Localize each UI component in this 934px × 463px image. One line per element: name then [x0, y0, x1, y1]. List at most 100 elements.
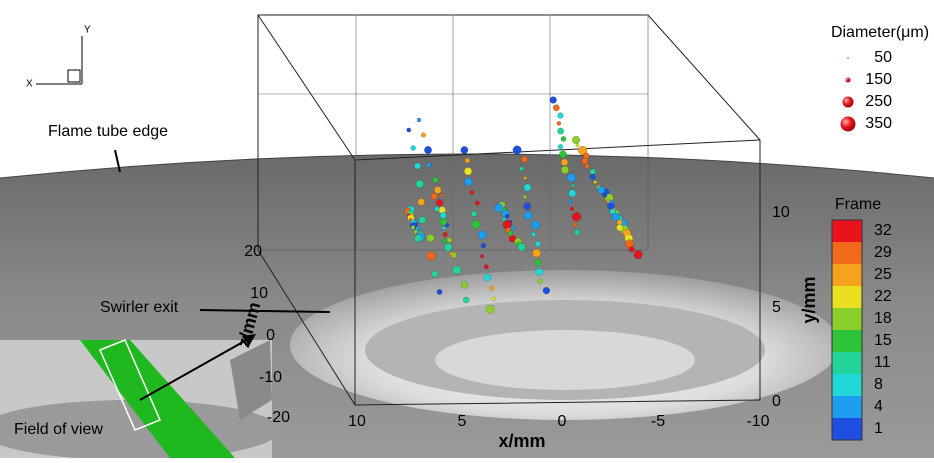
color-legend-label: 4 — [874, 398, 883, 415]
droplet — [439, 212, 447, 219]
droplet — [460, 146, 469, 154]
y-axis-label: y/mm — [799, 276, 819, 323]
droplet — [443, 243, 453, 252]
droplet — [584, 163, 590, 169]
droplets — [403, 96, 643, 314]
size-legend-symbol — [847, 57, 849, 59]
droplet — [483, 273, 492, 282]
droplet — [494, 203, 504, 213]
droplet — [426, 233, 435, 243]
droplet — [470, 210, 478, 217]
droplet — [523, 211, 533, 221]
droplet — [436, 289, 443, 295]
droplet — [426, 251, 436, 261]
droplet — [491, 296, 496, 301]
axis-box — [257, 14, 761, 406]
droplet — [522, 194, 528, 199]
z-tick-label: -20 — [267, 409, 290, 426]
droplet — [633, 250, 643, 260]
droplet — [549, 96, 557, 104]
droplet — [530, 220, 541, 230]
color-legend-swatch — [832, 330, 862, 352]
droplet — [575, 143, 580, 148]
droplet — [597, 186, 606, 194]
droplet — [410, 225, 416, 230]
droplet — [462, 296, 470, 304]
droplet — [452, 265, 462, 275]
color-legend-label: 1 — [874, 420, 883, 437]
droplet — [557, 127, 565, 135]
droplet — [483, 264, 489, 270]
x-tick-label: 0 — [558, 413, 567, 430]
droplet — [441, 238, 447, 244]
droplet — [556, 121, 562, 126]
z-tick-label: 0 — [266, 327, 275, 344]
size-legend-title: Diameter(μm) — [831, 24, 929, 41]
color-legend-swatch — [832, 374, 862, 396]
droplet — [573, 229, 581, 236]
droplet — [616, 224, 624, 232]
color-legend-title: Frame — [835, 196, 881, 213]
droplet — [531, 231, 537, 237]
droplet — [504, 213, 510, 219]
color-legend-label: 15 — [874, 332, 892, 349]
triad-y: Y — [84, 25, 91, 36]
color-legend-swatch — [832, 352, 862, 374]
droplet — [485, 304, 495, 314]
droplet — [431, 270, 439, 278]
droplet — [560, 165, 570, 175]
droplet — [557, 144, 564, 150]
droplet — [449, 251, 453, 256]
z-tick-label: -10 — [259, 369, 282, 386]
droplet — [415, 179, 425, 189]
y-tick-label: 5 — [772, 299, 781, 316]
color-legend-frame — [831, 219, 863, 441]
droplet — [414, 234, 423, 243]
size-legend-symbol — [840, 116, 856, 132]
droplet — [430, 192, 438, 200]
droplet — [502, 216, 507, 222]
droplet — [439, 217, 448, 226]
size-legend-label: 50 — [874, 49, 892, 66]
droplet — [537, 278, 543, 284]
droplet — [571, 135, 581, 145]
droplet — [519, 166, 525, 172]
size-legend-label: 250 — [865, 93, 892, 110]
droplet — [534, 240, 541, 247]
droplet — [607, 202, 615, 210]
droplet — [609, 208, 616, 215]
annotation: Flame tube edge — [48, 123, 168, 140]
droplet — [418, 216, 427, 224]
droplet — [517, 243, 526, 252]
droplet — [568, 189, 577, 198]
x-tick-label: 10 — [348, 413, 366, 430]
droplet — [570, 206, 575, 211]
droplet — [439, 193, 444, 197]
triad-x: X — [26, 79, 33, 90]
size-legend-label: 350 — [865, 115, 892, 132]
color-legend-swatch — [832, 418, 862, 440]
droplet — [560, 158, 569, 166]
droplet — [523, 176, 527, 181]
droplet — [611, 212, 621, 222]
leaders — [114, 149, 331, 401]
arrow-head — [242, 334, 256, 346]
droplet — [605, 198, 611, 203]
droplet — [464, 157, 471, 164]
color-legend-swatch — [832, 396, 862, 418]
annotation: Field of view — [14, 421, 103, 438]
droplet — [602, 193, 608, 198]
inset — [0, 339, 280, 460]
droplet — [589, 173, 596, 180]
droplet — [523, 183, 532, 192]
droplet — [433, 186, 442, 194]
x-tick-label: 5 — [458, 413, 467, 430]
x-tick-label: -10 — [746, 413, 769, 430]
droplet — [593, 180, 597, 184]
droplet — [410, 145, 416, 151]
droplet — [589, 168, 596, 175]
droplet — [436, 199, 444, 207]
droplet — [416, 117, 422, 123]
color-legend-swatch — [832, 264, 862, 286]
droplet — [474, 200, 480, 206]
